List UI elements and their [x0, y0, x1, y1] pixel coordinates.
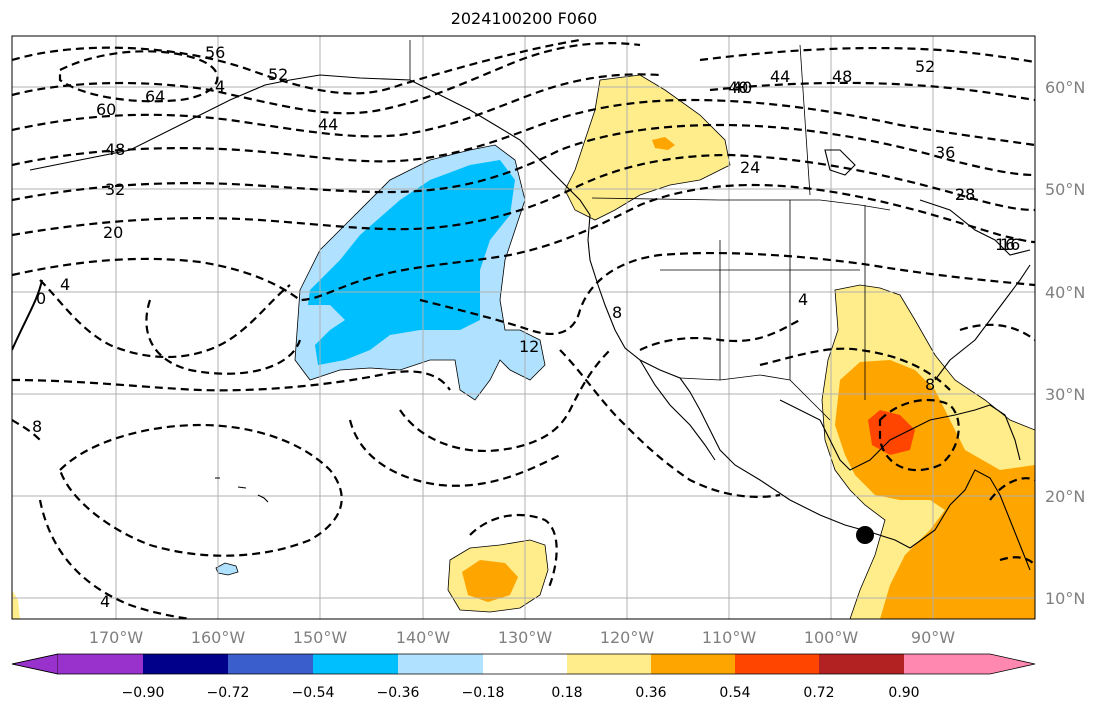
zero-contour	[12, 279, 43, 351]
positive-anomaly-corner	[12, 590, 20, 619]
colorbar: −0.90 −0.72 −0.54 −0.36 −0.18 0.18 0.36 …	[11, 653, 1036, 701]
colorbar-outline	[11, 653, 1036, 675]
gridlines	[12, 36, 1035, 619]
colorbar-bin	[313, 654, 398, 674]
political-borders	[409, 40, 891, 421]
contour-label: 60	[96, 100, 116, 119]
colorbar-tick: −0.72	[207, 685, 250, 701]
contour-label: 16	[995, 235, 1015, 254]
lon-label: 110°W	[702, 628, 757, 647]
storm-center-marker	[856, 526, 874, 544]
lat-label: 30°N	[1045, 385, 1085, 404]
lon-label: 140°W	[396, 628, 451, 647]
contour-label: 28	[955, 185, 975, 204]
contour-label: 36	[935, 143, 955, 162]
contour-label: 8	[925, 375, 935, 394]
contour-label: 56	[205, 43, 225, 62]
lat-label: 60°N	[1045, 78, 1085, 97]
colorbar-tick: 0.18	[551, 685, 582, 701]
colorbar-tick: 0.36	[635, 685, 666, 701]
contour-label: 24	[740, 158, 760, 177]
contour-label: 44	[318, 115, 338, 134]
map-title: 2024100200 F060	[450, 9, 598, 28]
contour-label: 40	[728, 78, 748, 97]
contour-label: 64	[145, 87, 165, 106]
contour-labels: 56 52 64 60 48 44 40 32 28 24 20 0 4 8 4…	[32, 43, 1020, 611]
contour-label: 16	[1000, 235, 1020, 254]
lon-label: 130°W	[498, 628, 553, 647]
colorbar-tick: 0.72	[803, 685, 834, 701]
lon-label: 150°W	[293, 628, 348, 647]
lon-label: 170°W	[89, 628, 144, 647]
positive-anomaly-north	[564, 74, 731, 221]
contour-label: 32	[105, 180, 125, 199]
colorbar-bin	[651, 654, 735, 674]
colorbar-bin	[567, 654, 651, 674]
contour-label: 0	[36, 289, 46, 308]
contour-label: 40	[732, 78, 752, 97]
lon-label: 160°W	[191, 628, 246, 647]
contour-label: 52	[268, 65, 288, 84]
positive-anomaly-north-core	[652, 137, 675, 150]
colorbar-tick: 0.90	[888, 685, 919, 701]
contour-label: 28	[955, 185, 975, 204]
shading-layer	[12, 74, 1035, 619]
contour-label: 20	[103, 223, 123, 242]
colorbar-tick: 0.54	[719, 685, 750, 701]
contour-label: 12	[519, 337, 539, 356]
colorbar-bin	[398, 654, 483, 674]
contour-label: 48	[105, 140, 125, 159]
lon-label: 90°W	[911, 628, 955, 647]
contour-label: 8	[612, 303, 622, 322]
lat-label: 20°N	[1045, 487, 1085, 506]
contour-label: 52	[915, 57, 935, 76]
colorbar-bin	[228, 654, 313, 674]
contour-label: 44	[770, 67, 790, 86]
colorbar-left-extend	[11, 653, 59, 675]
lon-label: 100°W	[804, 628, 859, 647]
negative-anomaly-medium	[308, 160, 515, 365]
colorbar-right-extend	[904, 654, 1035, 674]
positive-anomaly-pacific-core	[462, 560, 518, 602]
colorbar-tick: −0.18	[462, 685, 505, 701]
colorbar-tick: −0.90	[122, 685, 165, 701]
colorbar-bin	[483, 654, 567, 674]
lat-label: 10°N	[1045, 589, 1085, 608]
contour-label: 4	[215, 77, 225, 96]
contour-layer	[12, 38, 1035, 619]
lat-label: 40°N	[1045, 283, 1085, 302]
contour-label: 4	[100, 592, 110, 611]
colorbar-bin	[735, 654, 819, 674]
latitude-labels: 60°N 50°N 40°N 30°N 20°N 10°N	[1045, 78, 1085, 608]
colorbar-bin	[143, 654, 228, 674]
colorbar-tick: −0.36	[377, 685, 420, 701]
contour-label: 8	[32, 417, 42, 436]
lat-label: 50°N	[1045, 180, 1085, 199]
contour-label: 48	[832, 67, 852, 86]
contour-label: 4	[60, 275, 70, 294]
colorbar-tick: −0.54	[292, 685, 335, 701]
colorbar-bin	[819, 654, 904, 674]
plot-frame	[11, 35, 1036, 620]
longitude-labels: 170°W 160°W 150°W 140°W 130°W 120°W 110°…	[89, 628, 955, 647]
colorbar-bin	[58, 654, 143, 674]
contour-label: 4	[798, 290, 808, 309]
lon-label: 120°W	[600, 628, 655, 647]
